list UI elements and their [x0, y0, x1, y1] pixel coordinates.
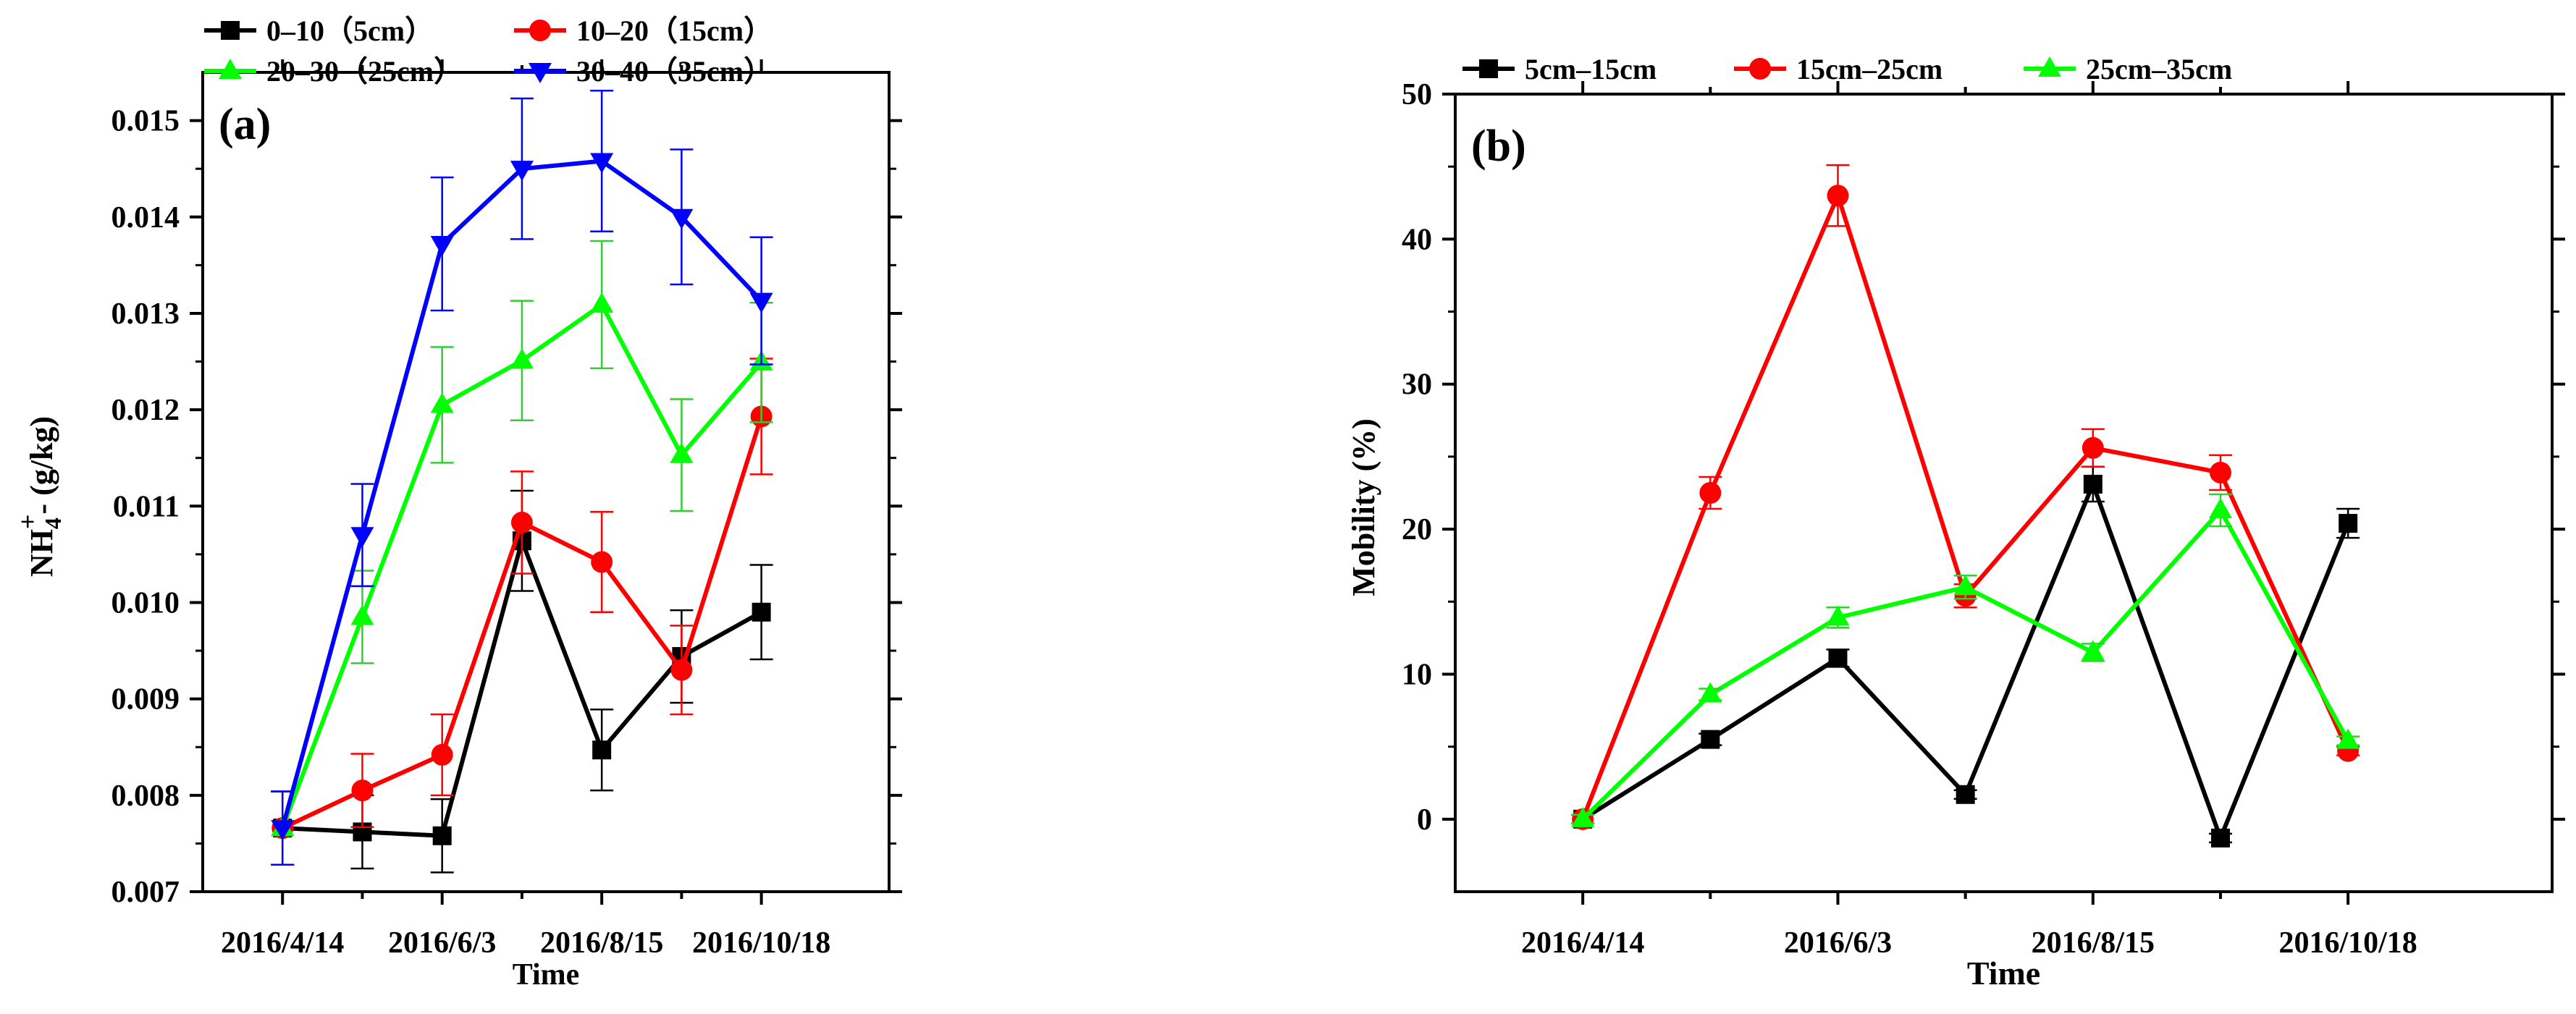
y-axis-title: Mobility (%) [1346, 418, 1381, 596]
data-point [2339, 514, 2358, 533]
legend-label: 10–20（15cm） [576, 14, 773, 47]
series-2 [1571, 493, 2360, 827]
legend-entry-2: 20–30（25cm） [204, 55, 463, 88]
data-point [1699, 482, 1722, 504]
data-point [351, 779, 374, 802]
legend-entry-0: 0–10（5cm） [204, 14, 434, 47]
legend-marker [529, 20, 551, 41]
plot-frame [1454, 93, 2554, 893]
legend-marker [219, 59, 242, 79]
data-point [1826, 605, 1850, 626]
x-tick-label: 2016/4/14 [1521, 926, 1644, 960]
series-line [1581, 508, 2350, 821]
data-point [350, 527, 374, 548]
data-point [670, 208, 694, 229]
data-point [2083, 474, 2103, 494]
data-point [1827, 185, 1849, 207]
legend-label: 30–40（35cm） [576, 55, 773, 88]
data-point [1701, 730, 1720, 749]
data-point [432, 826, 452, 845]
legend-marker [1749, 58, 1771, 80]
data-point [430, 392, 454, 413]
x-tick-label: 2016/6/3 [388, 926, 496, 960]
data-point [590, 153, 614, 174]
data-point [2081, 640, 2105, 661]
data-point [2210, 828, 2230, 848]
y-axis-title: NH4+- (g/kg) [13, 416, 66, 577]
x-tick-label: 2016/6/3 [1784, 926, 1892, 960]
data-point [592, 740, 612, 760]
x-tick-label: 2016/10/18 [692, 926, 830, 960]
y-tick-label: 0.012 [111, 394, 180, 427]
y-tick-label: 50 [1402, 78, 1432, 111]
panel-a-nh4-concentration: 0.007 0.008 0.009 0.010 0.011 0.012 0.013 0.014… [13, 14, 902, 992]
legend-label: 15cm–25cm [1796, 53, 1942, 85]
data-point [271, 820, 295, 841]
data-point [749, 292, 773, 313]
legend-entry-2: 25cm–35cm [2024, 53, 2232, 85]
data-point [510, 511, 533, 533]
x-axis-title: Time [1967, 955, 2040, 992]
legend-entry-0: 5cm–15cm [1462, 53, 1657, 85]
y-tick-label: 0.008 [111, 779, 180, 813]
y-tick-label: 0.014 [111, 201, 180, 235]
y-tick-label: 0.015 [111, 105, 180, 138]
data-point [590, 292, 614, 313]
legend-label: 20–30（25cm） [266, 55, 463, 88]
legend-label: 0–10（5cm） [266, 14, 434, 47]
y-tick-label: 40 [1402, 223, 1432, 256]
data-point [510, 348, 534, 369]
data-point [2082, 436, 2104, 459]
legend-marker [1479, 59, 1498, 78]
y-tick-label: 0.010 [111, 586, 180, 620]
y-tick-label: 30 [1402, 368, 1432, 402]
series-2 [271, 240, 773, 866]
y-tick-label: 0.009 [111, 683, 180, 717]
data-point [752, 602, 771, 622]
x-axis-title: Time [513, 958, 580, 992]
legend-marker [529, 63, 552, 83]
y-tick-label: 0.011 [113, 490, 180, 523]
legend-entry-1: 15cm–25cm [1734, 53, 1942, 85]
y-tick-label: 0 [1417, 803, 1432, 837]
panel-b-mobility: 0 10 20 30 40 50 2016/4/14 2016/6/3 2016/8/15 201… [1346, 53, 2565, 992]
panel-label: (a) [219, 100, 271, 149]
legend-label: 5cm–15cm [1525, 53, 1657, 85]
series-line [1580, 193, 2350, 820]
x-tick-label: 2016/4/14 [221, 926, 344, 960]
legend-label: 25cm–35cm [2086, 53, 2232, 85]
data-point [1956, 785, 1975, 804]
data-point [1699, 682, 1722, 703]
y-tick-label: 0.007 [111, 876, 180, 909]
data-point [2208, 498, 2232, 519]
data-point [1953, 575, 1977, 596]
data-point [2209, 461, 2231, 483]
x-tick-label: 2016/10/18 [2278, 926, 2417, 960]
data-point [1828, 648, 1848, 668]
y-tick-label: 0.013 [111, 297, 180, 331]
data-point [430, 236, 454, 257]
y-tick-label: 20 [1402, 513, 1432, 546]
x-tick-label: 2016/8/15 [540, 926, 663, 960]
data-point [2336, 728, 2360, 749]
series-3 [271, 90, 773, 866]
series-1 [1571, 164, 2360, 830]
legend-entry-1: 10–20（15cm） [514, 14, 773, 47]
legend-marker [221, 21, 240, 40]
data-point [1571, 806, 1595, 827]
data-point [670, 442, 694, 463]
data-point [510, 161, 534, 182]
series-0 [1571, 465, 2360, 848]
data-point [670, 659, 693, 681]
x-tick-label: 2016/8/15 [2032, 926, 2155, 960]
legend-entry-3: 30–40（35cm） [514, 55, 773, 88]
legend-marker [2038, 56, 2061, 77]
data-point [431, 743, 453, 766]
panel-label: (b) [1471, 122, 1526, 171]
y-tick-label: 10 [1402, 658, 1432, 691]
data-point [350, 604, 374, 625]
data-point [591, 551, 613, 573]
